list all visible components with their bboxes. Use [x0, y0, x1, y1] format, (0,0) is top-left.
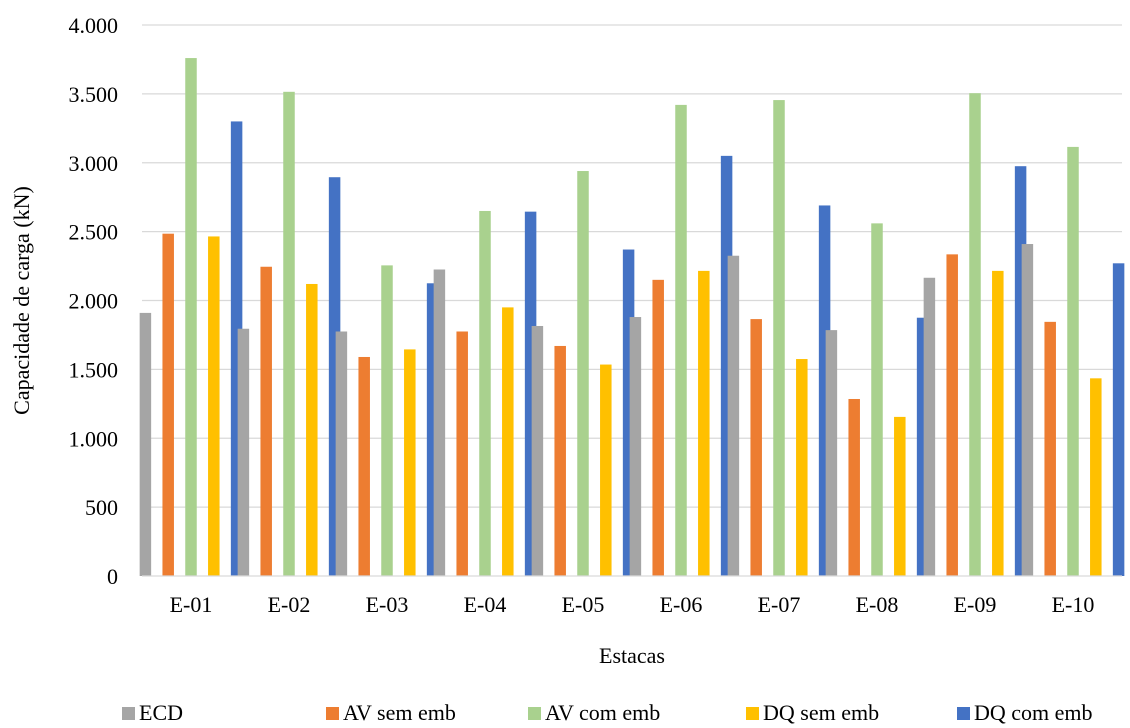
bar-e-06-ecd: [629, 317, 642, 576]
bar-e-01-dq-com-emb: [230, 121, 243, 577]
x-tick-label: E-01: [170, 592, 213, 617]
legend-swatch: [746, 707, 759, 720]
bar-e-07-av-sem-emb: [750, 319, 762, 576]
legend-label: DQ com emb: [974, 700, 1093, 725]
bar-e-01-av-com-emb: [185, 58, 197, 577]
bar-e-10-dq-com-emb: [1112, 263, 1125, 576]
bar-e-04-dq-sem-emb: [502, 307, 514, 576]
bar-e-09-dq-com-emb: [1014, 166, 1027, 576]
x-tick-label: E-09: [954, 592, 997, 617]
x-tick-label: E-05: [562, 592, 605, 617]
bar-e-03-dq-sem-emb: [404, 349, 416, 576]
x-tick-label: E-03: [366, 592, 409, 617]
bar-e-10-av-com-emb: [1067, 146, 1079, 576]
x-tick-label: E-02: [268, 592, 311, 617]
bar-e-05-ecd: [531, 325, 544, 576]
x-tick-label: E-08: [856, 592, 899, 617]
bar-e-07-ecd: [727, 255, 740, 576]
legend-swatch: [528, 707, 541, 720]
legend-label: ECD: [139, 700, 183, 725]
bar-e-04-av-com-emb: [479, 210, 491, 576]
legend-swatch: [122, 707, 135, 720]
bar-e-08-av-com-emb: [871, 223, 883, 577]
bar-e-06-dq-sem-emb: [698, 270, 710, 576]
bar-e-06-dq-com-emb: [720, 155, 733, 577]
y-axis-label: Capacidade de carga (kN): [9, 186, 34, 415]
bar-e-01-ecd: [139, 312, 152, 576]
y-tick-label: 3.000: [69, 151, 119, 176]
bar-e-04-ecd: [433, 269, 446, 576]
y-tick-label: 0: [107, 564, 118, 589]
bar-e-10-ecd: [1021, 244, 1034, 576]
x-tick-label: E-07: [758, 592, 801, 617]
legend-swatch: [326, 707, 339, 720]
bar-e-07-dq-com-emb: [818, 205, 831, 576]
bar-e-06-av-sem-emb: [652, 279, 664, 576]
bar-e-01-dq-sem-emb: [208, 236, 220, 577]
y-tick-label: 3.500: [69, 82, 119, 107]
bar-e-03-ecd: [335, 331, 348, 576]
bar-e-09-dq-sem-emb: [992, 270, 1004, 576]
bar-e-01-av-sem-emb: [162, 233, 174, 576]
bar-e-02-av-sem-emb: [260, 266, 272, 576]
bar-e-04-av-sem-emb: [456, 331, 468, 576]
bar-e-06-av-com-emb: [675, 104, 687, 577]
bar-e-02-ecd: [237, 328, 250, 576]
bar-e-09-av-sem-emb: [946, 254, 958, 576]
bar-e-05-av-sem-emb: [554, 345, 566, 576]
bar-e-03-dq-com-emb: [426, 283, 439, 576]
legend-label: DQ sem emb: [763, 700, 879, 725]
y-tick-label: 500: [85, 495, 118, 520]
bar-e-02-dq-sem-emb: [306, 283, 318, 576]
legend-label: AV sem emb: [343, 700, 456, 725]
bar-e-05-dq-sem-emb: [600, 364, 612, 576]
y-tick-label: 1.000: [69, 426, 119, 451]
bar-e-09-ecd: [923, 277, 936, 576]
y-tick-label: 1.500: [69, 357, 119, 382]
x-tick-label: E-06: [660, 592, 703, 617]
legend: ECD AV sem emb AV com emb DQ sem emb DQ com …: [122, 700, 1093, 725]
bar-e-09-av-com-emb: [969, 93, 981, 576]
bar-e-10-dq-sem-emb: [1090, 378, 1102, 576]
bar-e-04-dq-com-emb: [524, 211, 537, 576]
x-axis-ticks: E-01 E-02 E-03 E-04 E-05 E-06 E-07 E-08 E-09 E-10: [170, 592, 1095, 617]
bar-e-02-dq-com-emb: [328, 177, 341, 576]
bar-e-07-av-com-emb: [773, 100, 785, 576]
bar-e-08-dq-sem-emb: [894, 416, 906, 576]
y-axis-ticks: 0 500 1.000 1.500 2.000 2.500 3.000 3.500 4.000: [69, 13, 119, 589]
bar-e-07-dq-sem-emb: [796, 359, 808, 576]
bar-e-05-av-com-emb: [577, 171, 589, 576]
bar-e-03-av-sem-emb: [358, 356, 370, 576]
y-tick-label: 2.500: [69, 220, 119, 245]
bar-e-05-dq-com-emb: [622, 249, 635, 576]
x-tick-label: E-10: [1052, 592, 1095, 617]
bar-e-08-ecd: [825, 330, 838, 576]
x-axis-label: Estacas: [599, 643, 665, 668]
x-tick-label: E-04: [464, 592, 507, 617]
y-tick-label: 4.000: [69, 13, 119, 38]
bars: [139, 58, 1125, 577]
bar-e-08-av-sem-emb: [848, 398, 860, 576]
legend-label: AV com emb: [545, 700, 660, 725]
bar-e-03-av-com-emb: [381, 265, 393, 576]
bar-e-08-dq-com-emb: [916, 317, 929, 576]
bar-e-10-av-sem-emb: [1044, 321, 1056, 576]
y-tick-label: 2.000: [69, 289, 119, 314]
legend-swatch: [957, 707, 970, 720]
bar-e-02-av-com-emb: [283, 91, 295, 576]
